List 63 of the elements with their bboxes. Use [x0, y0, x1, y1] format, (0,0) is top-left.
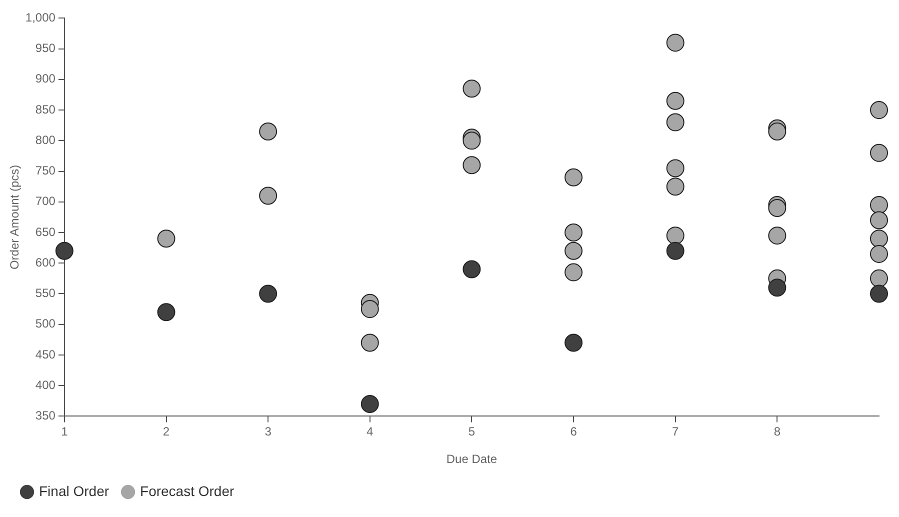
- point: [666, 178, 684, 196]
- point: [870, 144, 888, 162]
- x-tick-label: 8: [774, 424, 781, 439]
- point: [870, 196, 888, 214]
- point: [666, 113, 684, 132]
- y-tick-label: 600: [35, 255, 56, 270]
- point: [870, 101, 888, 120]
- y-tick-label: 750: [35, 164, 56, 178]
- point: [870, 211, 888, 230]
- x-tick-label: 5: [468, 424, 476, 439]
- x-tick-label: 3: [264, 424, 272, 439]
- y-tick-label: 900: [35, 72, 56, 86]
- point: [55, 242, 74, 260]
- point: [564, 168, 583, 186]
- point: [462, 156, 481, 174]
- point: [564, 263, 583, 282]
- y-tick-label: 350: [35, 408, 56, 423]
- x-tick-label: 4: [366, 424, 374, 439]
- point: [462, 132, 481, 150]
- point: [360, 334, 379, 352]
- point: [564, 334, 583, 352]
- point: [259, 186, 278, 205]
- legend-label: Forecast Order: [140, 482, 234, 499]
- point: [259, 122, 278, 140]
- point: [870, 284, 888, 303]
- x-axis-title: Due Date: [446, 452, 498, 466]
- point: [768, 122, 786, 140]
- x-tick-label: 7: [672, 424, 680, 439]
- x-tick-label: 2: [162, 424, 170, 439]
- point: [666, 92, 684, 110]
- y-tick-label: 700: [35, 194, 56, 208]
- point: [157, 230, 176, 248]
- point: [360, 394, 379, 413]
- point: [666, 159, 684, 178]
- y-tick-label: 850: [35, 102, 56, 116]
- point: [870, 269, 888, 288]
- point: [666, 226, 684, 245]
- point: [157, 303, 176, 322]
- y-tick-label: 500: [35, 316, 56, 331]
- y-tick-label: 650: [35, 224, 56, 239]
- x-tick-label: 1: [61, 424, 68, 439]
- y-tick-label: 550: [35, 286, 56, 300]
- legend-label: Final Order: [39, 482, 110, 499]
- point: [462, 80, 481, 98]
- point: [462, 260, 481, 278]
- y-tick-label: 1,000: [25, 10, 56, 25]
- y-tick-label: 400: [35, 378, 56, 392]
- y-axis-title: Order Amount (pcs): [8, 164, 22, 270]
- point: [259, 284, 278, 303]
- x-tick-label: 6: [570, 424, 578, 439]
- point: [666, 242, 684, 260]
- point: [564, 242, 583, 260]
- point: [768, 278, 786, 297]
- y-tick-label: 450: [35, 347, 56, 362]
- y-tick-label: 800: [35, 132, 56, 147]
- point: [870, 230, 888, 248]
- point: [666, 34, 684, 52]
- point: [768, 199, 786, 218]
- point: [564, 224, 583, 242]
- y-tick-label: 950: [35, 41, 56, 56]
- point: [870, 244, 888, 263]
- point: [360, 300, 379, 318]
- point: [768, 226, 786, 245]
